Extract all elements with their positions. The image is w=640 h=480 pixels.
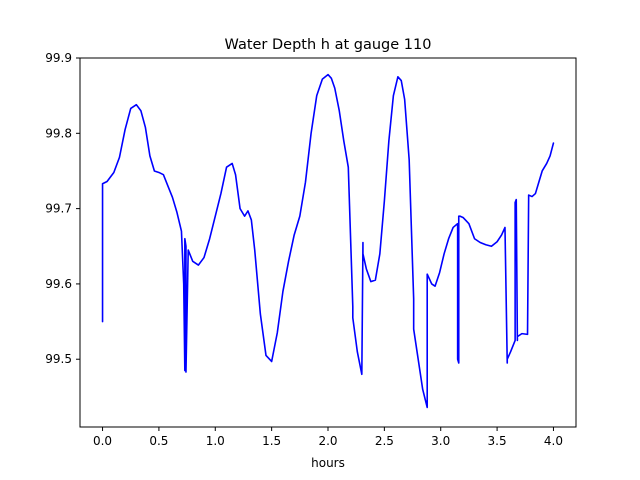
x-tick-label: 1.5 [262, 434, 281, 448]
x-tick-label: 3.0 [431, 434, 450, 448]
x-tick-label: 2.5 [375, 434, 394, 448]
y-tick-label: 99.7 [45, 202, 72, 216]
x-tick-label: 1.0 [206, 434, 225, 448]
y-tick-label: 99.5 [45, 352, 72, 366]
y-tick-label: 99.8 [45, 126, 72, 140]
plot-area [80, 58, 576, 427]
x-tick-label: 0.5 [149, 434, 168, 448]
series-line-0 [101, 73, 555, 409]
series-layer [101, 73, 555, 409]
x-tick-label: 4.0 [544, 434, 563, 448]
x-tick-label: 0.0 [93, 434, 112, 448]
y-tick-label: 99.9 [45, 51, 72, 65]
y-axis: 99.5 99.6 99.7 99.8 99.9 [45, 51, 80, 366]
x-tick-label: 3.5 [488, 434, 507, 448]
chart-title: Water Depth h at gauge 110 [225, 37, 432, 53]
x-tick-label: 2.0 [318, 434, 337, 448]
y-tick-label: 99.6 [45, 277, 72, 291]
x-axis-label: hours [311, 456, 345, 470]
x-axis: 0.0 0.5 1.0 1.5 2.0 2.5 3.0 3.5 4.0 [93, 427, 563, 448]
